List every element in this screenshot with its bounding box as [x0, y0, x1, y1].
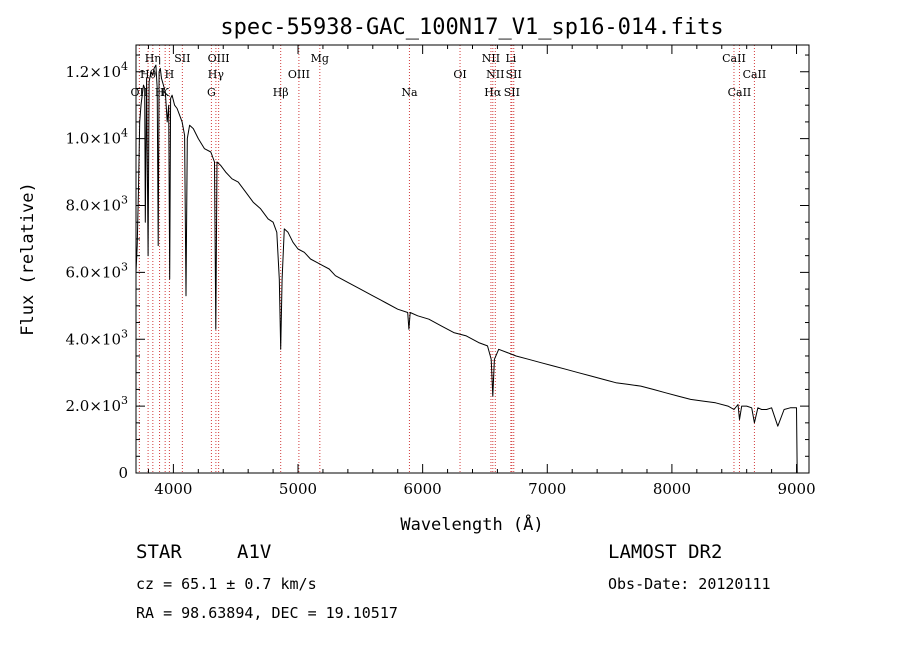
x-tick-label-5: 9000: [777, 480, 815, 498]
x-axis: 4000 5000 6000 7000 8000 9000: [147, 45, 816, 498]
spectral-line-labels: OIIHθHηHKHSIIGHγOIIIHβOIIIMgNaOINIIHαNII…: [131, 52, 767, 99]
spectrum-line: [135, 64, 798, 474]
plot-frame: [135, 44, 810, 474]
redshift-text: cz = 65.1 ± 0.7 km/s: [136, 575, 317, 593]
x-tick-label-2: 6000: [404, 480, 442, 498]
x-tick-label-3: 7000: [528, 480, 566, 498]
y-tick-exponent-2: 3: [121, 327, 128, 340]
y-tick-mantissa-1: 2.0×10: [65, 397, 121, 415]
x-tick-label-0: 4000: [154, 480, 192, 498]
coordinates: RA = 98.63894, DEC = 19.10517: [136, 604, 398, 622]
y-tick-exponent-3: 3: [121, 260, 128, 273]
y-tick-exponent-6: 4: [121, 60, 128, 73]
spectral-line-label-5: H: [165, 68, 175, 81]
y-tick-mantissa-4: 8.0×10: [65, 197, 121, 215]
y-tick-label-0: 0: [118, 464, 128, 482]
y-tick-mantissa-6: 1.2×10: [65, 63, 121, 81]
x-axis-label: Wavelength (Å): [400, 513, 543, 535]
spectral-line-label-3: H: [155, 86, 165, 99]
y-tick-exponent-1: 3: [121, 394, 128, 407]
x-tick-label-4: 8000: [653, 480, 691, 498]
spectral-line-label-8: Hγ: [208, 68, 225, 81]
spectral-line-label-18: Li: [505, 52, 516, 65]
y-tick-mantissa-5: 1.0×10: [65, 130, 121, 148]
x-tick-label-1: 5000: [279, 480, 317, 498]
spectral-line-label-2: Hη: [145, 52, 161, 65]
spectrum-layer: [135, 64, 798, 474]
chart-title: spec-55938-GAC_100N17_V1_sp16-014.fits: [220, 15, 723, 40]
object-class: STAR: [136, 541, 182, 563]
y-axis: 02.0×1034.0×1036.0×1038.0×1031.0×1041.2×…: [65, 54, 809, 482]
y-tick-label-2: 4.0×103: [65, 327, 128, 348]
y-tick-label-4: 8.0×103: [65, 194, 128, 215]
obs-date: Obs-Date: 20120111: [608, 575, 771, 593]
spectral-line-label-22: CaII: [728, 86, 752, 99]
y-tick-label-3: 6.0×103: [65, 260, 128, 281]
spectral-line-label-11: OIII: [288, 68, 310, 81]
spectral-line-label-15: NII: [482, 52, 500, 65]
y-tick-mantissa-3: 6.0×10: [65, 263, 121, 281]
y-tick-label-6: 1.2×104: [65, 60, 128, 81]
spectral-line-label-19: SII: [504, 86, 520, 99]
y-tick-mantissa-2: 4.0×10: [65, 330, 121, 348]
spectral-line-label-7: G: [207, 86, 216, 99]
spectral-line-label-16: Hα: [484, 86, 502, 99]
y-tick-mantissa-0: 0: [118, 464, 128, 482]
spectral-line-label-20: SII: [506, 68, 522, 81]
y-axis-label: Flux (relative): [18, 182, 38, 336]
y-tick-exponent-4: 3: [121, 194, 128, 207]
spectral-line-label-10: Hβ: [273, 86, 289, 99]
y-tick-label-1: 2.0×103: [65, 394, 128, 415]
survey-name: LAMOST DR2: [608, 541, 723, 563]
spectral-line-label-14: OI: [453, 68, 466, 81]
spectral-line-label-9: OIII: [208, 52, 230, 65]
y-tick-exponent-5: 4: [121, 127, 128, 140]
spectral-subclass: A1V: [237, 541, 272, 563]
spectral-line-label-21: CaII: [722, 52, 746, 65]
spectral-line-label-6: SII: [174, 52, 190, 65]
spectral-line-label-17: NII: [486, 68, 504, 81]
spectral-line-label-23: CaII: [743, 68, 767, 81]
spectral-line-label-0: OII: [131, 86, 149, 99]
spectral-line-markers: [138, 45, 755, 473]
spectral-line-label-12: Mg: [311, 52, 329, 65]
y-tick-label-5: 1.0×104: [65, 127, 128, 148]
spectral-line-label-13: Na: [401, 86, 418, 99]
